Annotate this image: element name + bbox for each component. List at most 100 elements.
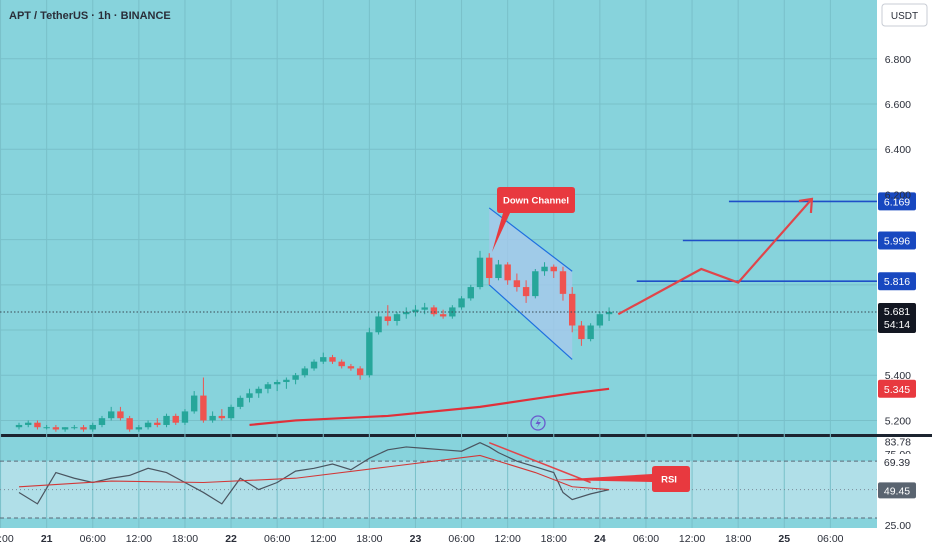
candle bbox=[15, 422, 23, 430]
candle bbox=[237, 395, 244, 410]
x-tick-label: 18:00 bbox=[541, 533, 567, 545]
candle-body bbox=[71, 427, 78, 429]
currency-box[interactable] bbox=[881, 3, 928, 27]
chart-title: APT / TetherUS · 1h · BINANCE bbox=[9, 10, 171, 22]
price-level-value: 5.816 bbox=[884, 276, 910, 288]
candle-body bbox=[15, 424, 23, 428]
candle-body bbox=[329, 357, 336, 362]
candle-body bbox=[163, 415, 170, 425]
rsi-band bbox=[0, 461, 877, 519]
candle bbox=[154, 418, 161, 428]
candle-body bbox=[43, 427, 50, 429]
candle bbox=[163, 413, 170, 428]
candle-body bbox=[273, 382, 281, 385]
grid-lines bbox=[0, 0, 877, 528]
x-tick-label: 23 bbox=[410, 533, 422, 545]
projection-arrowhead bbox=[798, 197, 814, 213]
rsi-ma-value: 49.45 bbox=[884, 485, 910, 497]
candle-body bbox=[384, 316, 391, 321]
candle bbox=[596, 311, 604, 328]
x-tick-label: 21 bbox=[41, 533, 53, 545]
candle-body bbox=[310, 361, 318, 369]
candle-body bbox=[218, 415, 226, 419]
candle-body bbox=[190, 395, 198, 412]
candle-body bbox=[52, 427, 60, 430]
candle-body bbox=[144, 422, 152, 428]
candle bbox=[522, 280, 530, 303]
rsi-ma-tag bbox=[878, 482, 916, 499]
candle-body bbox=[504, 264, 511, 281]
x-tick-label: 12:00 bbox=[126, 533, 152, 545]
candle bbox=[71, 424, 78, 430]
candle-body bbox=[356, 368, 364, 376]
candle bbox=[117, 406, 124, 421]
candle-countdown: 54:14 bbox=[884, 319, 910, 331]
candle-body bbox=[301, 368, 309, 376]
candle bbox=[264, 382, 272, 394]
candle bbox=[126, 415, 133, 432]
candle-body bbox=[154, 422, 161, 425]
candle bbox=[172, 413, 179, 425]
x-tick-label: 25 bbox=[778, 533, 790, 545]
x-tick-label: 12:00 bbox=[310, 533, 336, 545]
candle bbox=[439, 309, 447, 319]
rsi-callout: RSI bbox=[553, 466, 690, 492]
candle-body bbox=[559, 271, 567, 294]
candle-body bbox=[209, 415, 216, 421]
last-price-value: 5.681 bbox=[884, 306, 910, 318]
candle bbox=[89, 422, 96, 432]
candle bbox=[52, 424, 60, 432]
candle bbox=[190, 391, 198, 414]
candle bbox=[218, 409, 226, 421]
candle-body bbox=[522, 287, 530, 297]
time-axis[interactable] bbox=[0, 528, 932, 550]
candle bbox=[135, 424, 143, 432]
candle-body bbox=[513, 280, 521, 288]
candle bbox=[393, 311, 401, 326]
price-level-tag bbox=[878, 231, 916, 250]
price-axis[interactable] bbox=[877, 0, 932, 528]
rsi-divergence-line bbox=[488, 441, 591, 484]
channel-fill bbox=[489, 207, 573, 360]
candle bbox=[320, 352, 327, 364]
candle-body bbox=[292, 375, 299, 380]
candle bbox=[587, 323, 594, 342]
candle-body bbox=[550, 266, 557, 272]
candle bbox=[467, 284, 474, 301]
x-tick-label: 18:00 bbox=[725, 533, 751, 545]
x-tick-label: 18:00 bbox=[172, 533, 198, 545]
candle bbox=[144, 420, 152, 430]
rsi-ma-line bbox=[18, 454, 610, 491]
rsi-y-tick-label: 83.78 bbox=[885, 437, 911, 449]
rsi-indicator bbox=[0, 441, 877, 519]
candle-body bbox=[486, 257, 493, 279]
candle-body bbox=[403, 311, 410, 315]
candle-body bbox=[246, 393, 253, 398]
y-tick-label: 5.400 bbox=[885, 370, 911, 382]
candle-body bbox=[412, 309, 419, 312]
candles bbox=[0, 250, 877, 432]
x-tick-label: 06:00 bbox=[448, 533, 474, 545]
candle bbox=[486, 253, 493, 285]
candle bbox=[347, 363, 355, 371]
candle-body bbox=[117, 411, 124, 419]
price-level-tag bbox=[878, 192, 916, 211]
candle bbox=[246, 388, 253, 403]
candle-body bbox=[255, 388, 262, 394]
candle-body bbox=[347, 366, 355, 369]
candle-body bbox=[569, 293, 576, 326]
candle bbox=[569, 287, 576, 333]
rsi-current-value: 69.39 bbox=[884, 457, 910, 469]
candle bbox=[273, 379, 281, 392]
candle-body bbox=[264, 384, 272, 389]
bolt-circle-icon[interactable] bbox=[530, 415, 546, 431]
price-level-value: 6.169 bbox=[884, 196, 910, 208]
candle bbox=[412, 305, 419, 317]
candle-body bbox=[596, 314, 604, 326]
candle-body bbox=[200, 395, 207, 421]
candle bbox=[310, 359, 318, 371]
candle-body bbox=[421, 307, 428, 310]
candle-body bbox=[541, 266, 548, 272]
candle bbox=[403, 307, 410, 319]
